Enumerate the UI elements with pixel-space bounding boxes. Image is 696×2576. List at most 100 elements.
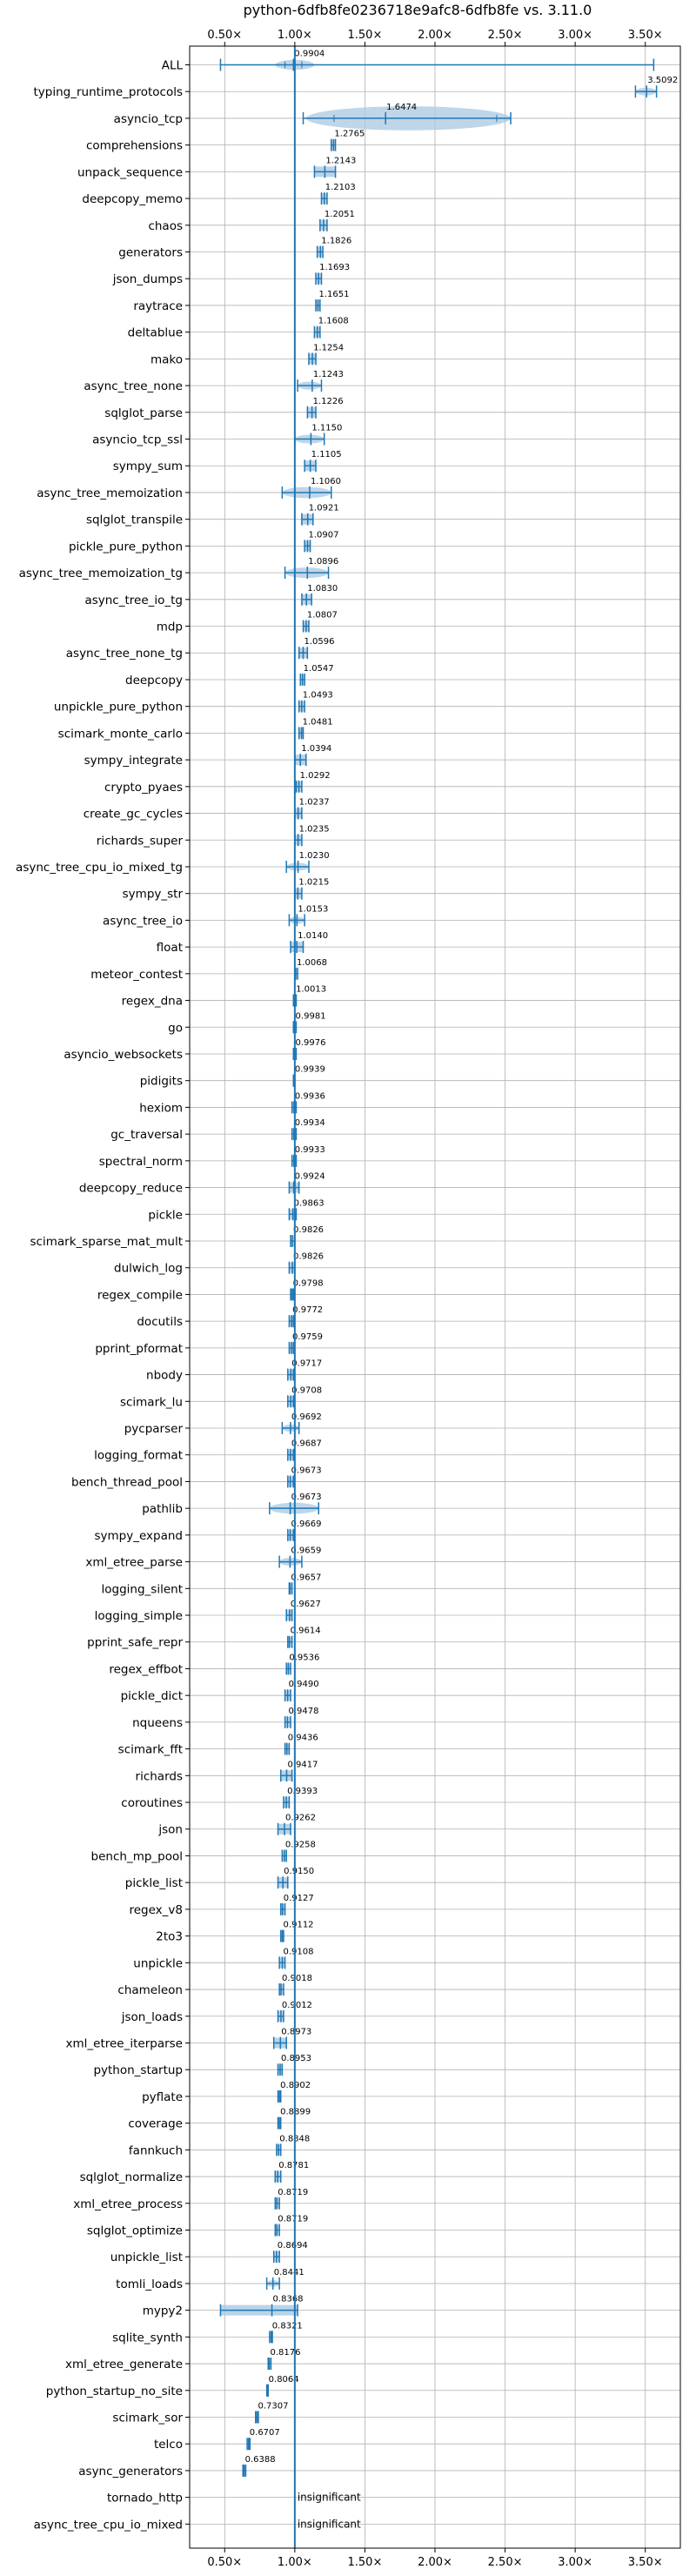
value-label: 0.9708 [291, 1385, 322, 1395]
benchmark-name: pyflate [142, 2090, 183, 2104]
benchmark-name: sqlglot_parse [104, 406, 183, 420]
x-tick-label-top: 0.50× [207, 29, 242, 42]
value-label: 0.9262 [285, 1814, 316, 1823]
value-label: 0.9936 [295, 1091, 325, 1101]
grid-lines [190, 46, 680, 2548]
benchmark-name: pickle_dict [121, 1689, 183, 1703]
benchmark-name: unpack_sequence [77, 165, 183, 179]
value-label: 0.8694 [278, 2241, 308, 2251]
benchmark-name: bench_thread_pool [71, 1475, 183, 1489]
benchmark-name: docutils [137, 1315, 183, 1329]
value-label: 3.5092 [647, 76, 678, 85]
benchmark-name: logging_silent [102, 1582, 183, 1596]
value-label: 0.9669 [291, 1519, 322, 1529]
benchmark-name: chameleon [117, 1983, 183, 1997]
benchmark-name: pprint_pformat [95, 1342, 183, 1356]
benchmark-name: meteor_contest [90, 968, 183, 982]
x-tick-label-bottom: 2.00× [418, 2556, 452, 2569]
benchmark-name: deltablue [128, 326, 183, 340]
value-label: 0.7307 [258, 2401, 288, 2411]
value-label: 0.9981 [296, 1011, 326, 1021]
benchmark-name: deepcopy [125, 674, 183, 688]
value-label: 1.0907 [308, 530, 338, 540]
insignificant-label: insignificant [298, 2492, 361, 2504]
value-label: 1.1651 [318, 290, 349, 299]
benchmark-name: crypto_pyaes [104, 781, 183, 795]
value-label: 1.0896 [308, 557, 338, 567]
value-label: 0.8781 [278, 2161, 309, 2170]
benchmark-name: deepcopy_memo [82, 192, 183, 206]
benchmark-name: async_tree_cpu_io_mixed [34, 2518, 183, 2532]
benchmark-name: regex_dna [122, 995, 183, 1009]
benchmark-name: nbody [146, 1369, 183, 1383]
value-label: 1.1105 [311, 450, 342, 460]
value-label: 0.9934 [295, 1118, 325, 1128]
axes: 0.50× 0.50× 1.00× 1.00× 1.50× 1.50× 2.00× 2.00×… [16, 29, 681, 2569]
value-label: 0.9012 [282, 2001, 312, 2010]
benchmark-name: create_gc_cycles [84, 808, 183, 822]
benchmark-name: gc_traversal [110, 1128, 183, 1142]
value-label: 0.8064 [269, 2375, 299, 2385]
benchmark-name: regex_v8 [129, 1903, 183, 1917]
value-label: 1.0068 [297, 958, 327, 968]
value-label: 0.9127 [284, 1894, 314, 1903]
benchmark-name: unpickle_pure_python [54, 701, 183, 714]
value-label: 1.0547 [304, 664, 334, 674]
value-label: 1.1060 [311, 477, 341, 486]
benchmark-name: sqlglot_transpile [86, 513, 183, 527]
value-label: 0.8441 [274, 2268, 304, 2277]
benchmark-name: asyncio_websockets [64, 1048, 183, 1062]
benchmark-name: unpickle [133, 1956, 183, 1970]
value-label: 1.0394 [301, 744, 331, 754]
value-label: 1.1254 [313, 343, 344, 352]
benchmark-name: regex_effbot [109, 1662, 183, 1676]
benchmark-labels: 0.9904 3.5092 1.6474 1.2765 1.2143 1.2103 1.20… [245, 50, 679, 2531]
benchmark-name: 2to3 [156, 1930, 183, 1944]
benchmark-name: telco [154, 2438, 183, 2452]
value-label: 1.1826 [321, 237, 351, 246]
value-label: 0.6388 [245, 2455, 276, 2465]
benchmark-name: python_startup [93, 2063, 183, 2077]
value-label: 0.9108 [283, 1947, 313, 1956]
benchmark-name: asyncio_tcp [114, 112, 183, 126]
value-label: 1.2143 [325, 156, 356, 165]
benchmark-name: nqueens [132, 1716, 183, 1730]
value-label: 0.9772 [292, 1305, 323, 1315]
value-label: 0.9417 [287, 1760, 318, 1769]
value-label: 1.6474 [386, 103, 417, 112]
value-label: 0.9436 [288, 1734, 318, 1743]
benchmark-name: unpickle_list [110, 2251, 183, 2264]
value-label: 0.8719 [278, 2214, 308, 2224]
benchmark-name: richards_super [97, 834, 184, 848]
value-label: 1.0921 [309, 504, 339, 513]
benchmark-name: async_tree_io [103, 914, 183, 928]
value-label: 1.0153 [298, 904, 328, 914]
x-tick-label-bottom: 3.50× [628, 2556, 663, 2569]
value-label: 0.9687 [291, 1439, 322, 1449]
benchmark-name: async_generators [78, 2465, 183, 2479]
value-label: 0.8368 [273, 2295, 304, 2304]
benchmark-name: typing_runtime_protocols [34, 85, 184, 99]
benchmark-name: dulwich_log [114, 1262, 183, 1276]
benchmark-name: async_tree_io_tg [84, 594, 183, 607]
benchmark-name: logging_format [94, 1449, 183, 1463]
benchmark-name: ALL [162, 59, 184, 73]
value-label: 0.8953 [281, 2054, 311, 2063]
value-label: 0.9673 [291, 1466, 322, 1475]
value-label: 1.0493 [303, 691, 333, 701]
benchmark-name: scimark_monte_carlo [58, 727, 183, 741]
benchmark-name: xml_etree_generate [65, 2358, 183, 2371]
chart-title: python-6dfb8fe0236718e9afc8-6dfb8fe vs. … [244, 2, 592, 18]
value-label: 0.9717 [291, 1359, 322, 1369]
x-tick-label-top: 3.00× [558, 29, 592, 42]
value-label: 0.9614 [291, 1627, 321, 1636]
benchmark-name: sqlglot_normalize [80, 2170, 183, 2184]
value-label: 1.0596 [304, 637, 334, 647]
value-label: 0.9657 [291, 1573, 321, 1582]
value-label: 1.0013 [296, 985, 326, 995]
value-label: 0.9112 [284, 1921, 314, 1930]
benchmark-name: json_dumps [112, 272, 183, 286]
benchmark-name: sqlglot_optimize [87, 2224, 183, 2237]
x-tick-label-top: 2.00× [418, 29, 452, 42]
benchmark-name: async_tree_cpu_io_mixed_tg [16, 861, 183, 875]
